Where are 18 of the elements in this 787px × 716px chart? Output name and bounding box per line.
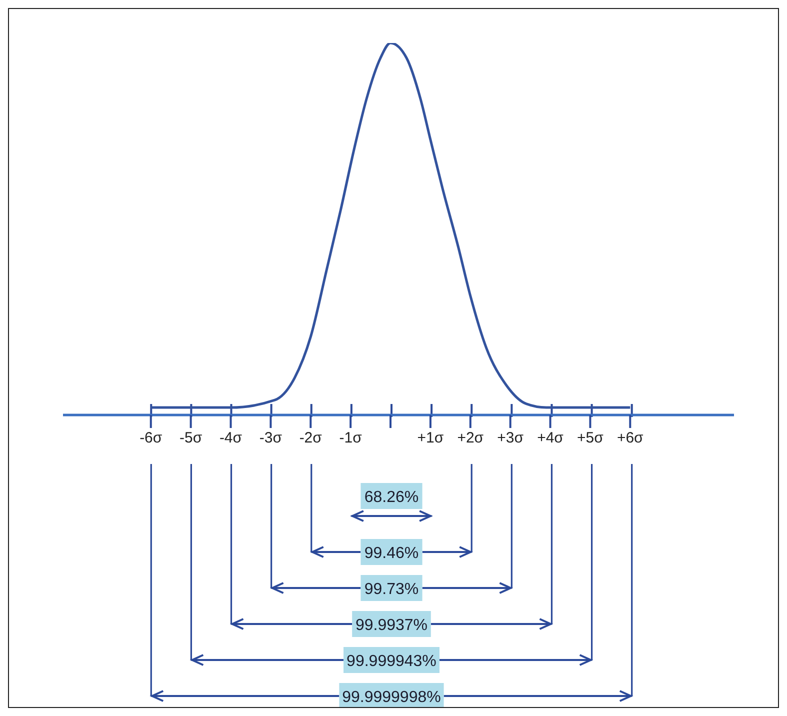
text: 99.9999998% [342,689,441,706]
x-tick-label: +5σ [577,430,604,447]
x-tick-label: +6σ [616,430,644,447]
x-tick-label: -3σ [259,430,283,447]
x-tick-label: -6σ [140,430,163,447]
text: 99.999943% [346,653,436,670]
text: 99.46% [364,545,419,562]
text: 68.26% [364,489,419,506]
text: 99.73% [364,581,419,598]
text: 99.9937% [355,617,428,634]
x-tick-label: -5σ [180,430,203,447]
x-tick-label: -4σ [219,430,243,447]
x-tick-label: -1σ [339,430,363,447]
x-tick-label: -2σ [299,430,323,447]
x-tick-label: +1σ [417,430,444,447]
x-tick-label: +2σ [457,430,484,447]
x-tick-label: +3σ [497,430,524,447]
x-tick-label: +4σ [537,430,564,447]
